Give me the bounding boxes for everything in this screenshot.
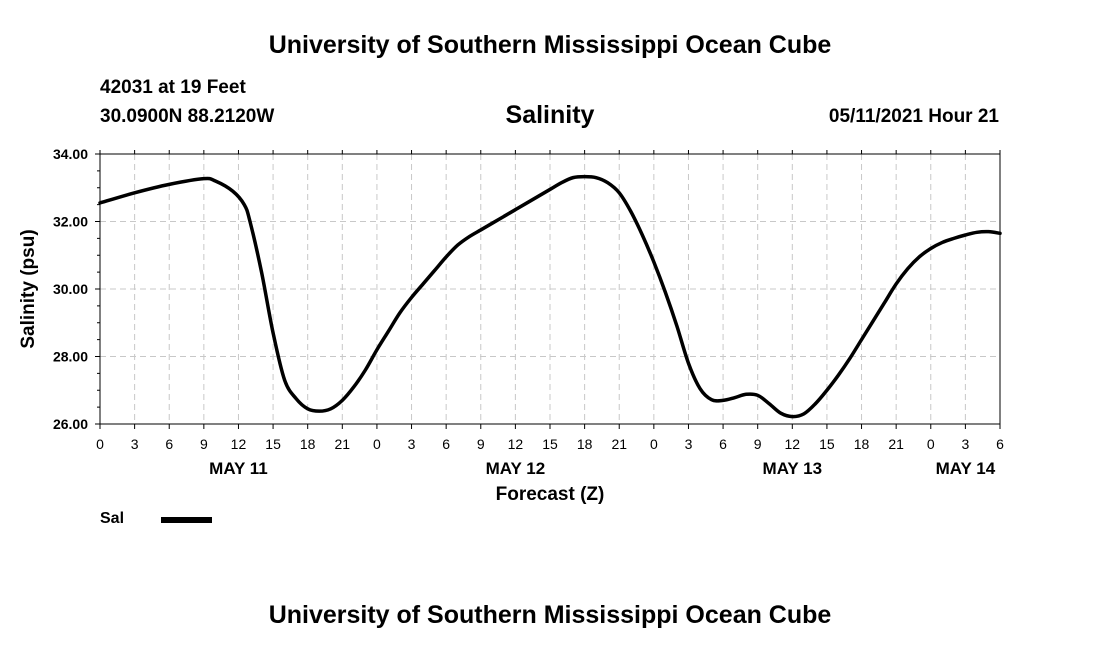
day-labels: MAY 11 MAY 12 MAY 13 MAY 14	[209, 459, 996, 478]
x-tick-label: 15	[542, 436, 558, 452]
x-tick-label: 6	[165, 436, 173, 452]
legend-swatch-sal	[161, 517, 212, 523]
x-tick-label: 3	[131, 436, 139, 452]
footer-title: University of Southern Mississippi Ocean…	[268, 601, 832, 629]
x-tick-label: 6	[996, 436, 1004, 452]
y-axis-label: Salinity (psu)	[18, 229, 39, 348]
y-tick-label: 28.00	[53, 349, 88, 365]
y-tick-label: 32.00	[53, 214, 88, 230]
timestamp-label: 05/11/2021 Hour 21	[828, 106, 999, 127]
x-tick-label: 0	[373, 436, 381, 452]
x-tick-label: 12	[231, 436, 247, 452]
x-tick-label: 15	[819, 436, 835, 452]
grid	[100, 154, 1000, 424]
chart-title: Salinity	[505, 101, 595, 129]
x-tick-label: 12	[785, 436, 801, 452]
x-tick-label: 15	[265, 436, 281, 452]
y-tick-label: 30.00	[53, 281, 88, 297]
x-tick-label: 6	[442, 436, 450, 452]
x-tick-label: 21	[888, 436, 904, 452]
x-tick-label: 21	[335, 436, 351, 452]
x-axis-tick-labels: 0 3 6 9 12 15 18 21 0 3 6 9 12 15 18 21 0 3 6 9 12 15 18 21 0 3 6	[96, 436, 1004, 452]
coordinates-label: 30.0900N 88.2120W	[100, 106, 275, 127]
x-axis-label: Forecast (Z)	[496, 484, 605, 505]
day-label: MAY 12	[486, 459, 546, 478]
station-label: 42031 at 19 Feet	[100, 77, 246, 98]
x-tick-label: 9	[477, 436, 485, 452]
x-tick-label: 3	[408, 436, 416, 452]
day-label: MAY 14	[936, 459, 996, 478]
x-tick-label: 9	[754, 436, 762, 452]
legend-label-sal: Sal	[100, 510, 125, 527]
y-tick-label: 34.00	[53, 146, 88, 162]
x-tick-label: 0	[650, 436, 658, 452]
x-tick-label: 18	[300, 436, 316, 452]
x-tick-label: 12	[508, 436, 524, 452]
series-line-sal	[98, 174, 1002, 419]
x-tick-label: 18	[577, 436, 593, 452]
y-axis-tick-labels: 26.00 28.00 30.00 32.00 34.00	[53, 146, 88, 432]
day-label: MAY 11	[209, 459, 268, 478]
y-tick-label: 26.00	[53, 416, 88, 432]
x-tick-label: 6	[719, 436, 727, 452]
x-tick-label: 0	[927, 436, 935, 452]
axis-ticks	[95, 150, 1001, 429]
x-tick-label: 9	[200, 436, 208, 452]
day-label: MAY 13	[763, 459, 823, 478]
x-tick-label: 3	[685, 436, 693, 452]
x-tick-label: 18	[854, 436, 870, 452]
x-tick-label: 21	[611, 436, 627, 452]
x-tick-label: 3	[961, 436, 969, 452]
x-tick-label: 0	[96, 436, 104, 452]
page-title: University of Southern Mississippi Ocean…	[268, 31, 832, 59]
